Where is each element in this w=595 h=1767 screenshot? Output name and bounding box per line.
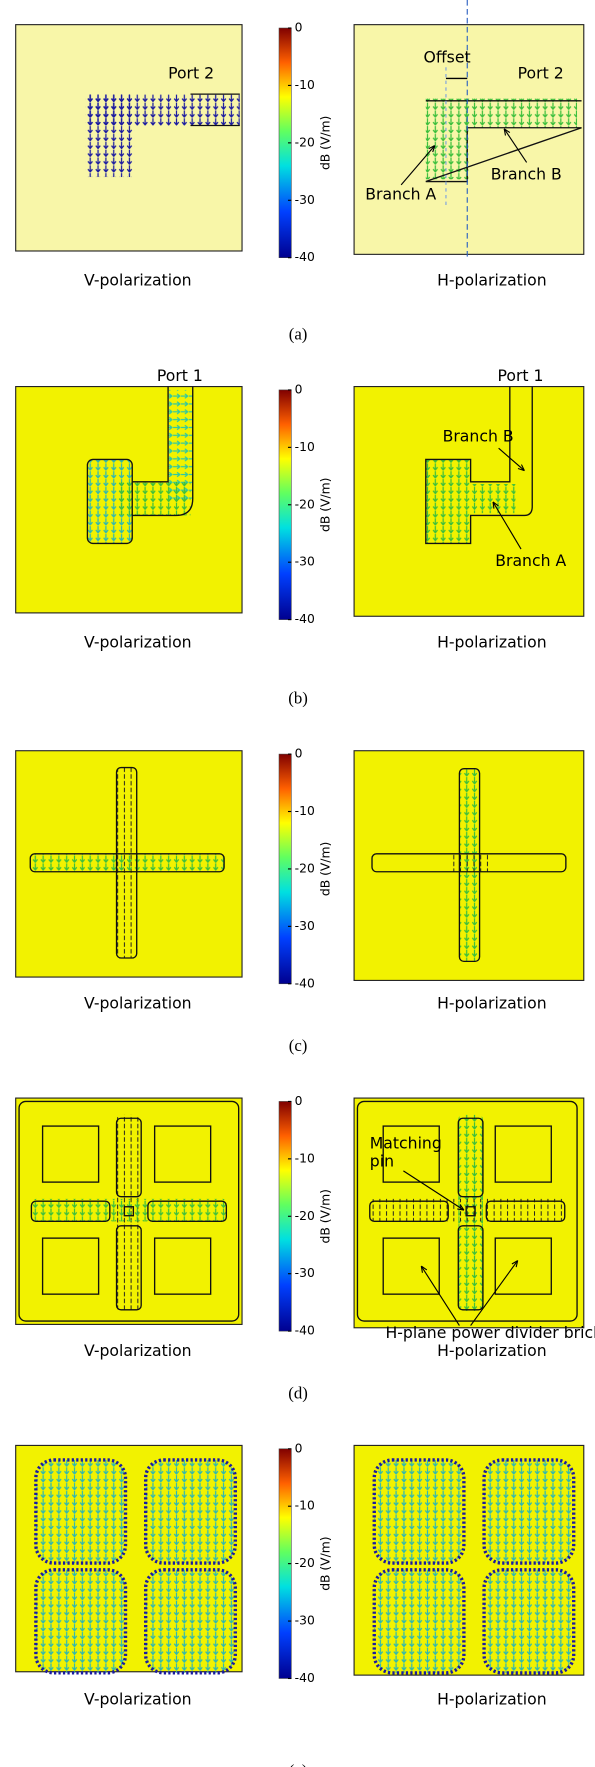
colorbar-tick-label: -10 (295, 1499, 315, 1513)
field (36, 1570, 126, 1673)
colorbar-tick-label: -20 (295, 135, 315, 149)
colorbar-tick-label: 0 (295, 21, 303, 35)
colorbar-tick-label: -10 (295, 78, 315, 92)
field (85, 94, 240, 125)
field (30, 854, 224, 872)
colorbar-tick-label: -30 (295, 1614, 315, 1628)
colorbar-tick-label: -40 (295, 612, 315, 626)
field (468, 484, 515, 513)
field (146, 1570, 236, 1673)
field (146, 1460, 236, 1563)
figure: 0 -10 -20 -30 -40 dB (V/m) V-polarization H-pol… (0, 0, 595, 1767)
field (374, 1570, 464, 1673)
annotation: Branch B (443, 426, 514, 445)
colorbar-tick-label: -30 (295, 193, 315, 207)
field (370, 1199, 566, 1221)
panel-label: V-polarization (84, 1689, 192, 1708)
colorbar-tick-label: -20 (295, 1556, 315, 1570)
field (36, 1460, 126, 1563)
panel-label: H-polarization (437, 1341, 547, 1360)
field (448, 854, 493, 872)
field (484, 1570, 574, 1673)
annotation: Branch B (491, 164, 562, 183)
panel-label: H-polarization (437, 1689, 547, 1708)
annotation: H-plane power divider bricks (385, 1323, 595, 1342)
colorbar-tick-label: -40 (295, 250, 315, 264)
panel-label: V-polarization (84, 271, 192, 290)
annotation: Port 2 (168, 63, 214, 82)
field (374, 1460, 464, 1563)
annotation: Port 2 (518, 63, 564, 82)
panel-label: V-polarization (84, 633, 192, 652)
caption: (a) (289, 325, 308, 344)
caption: (c) (289, 1036, 308, 1055)
colorbar-tick-label: -20 (295, 497, 315, 511)
panel-label: V-polarization (84, 993, 192, 1012)
colorbar-label: dB (V/m) (319, 842, 333, 896)
annotation: Port 1 (498, 366, 544, 385)
colorbar-label: dB (V/m) (319, 478, 333, 532)
field (465, 99, 577, 128)
colorbar-tick-label: -20 (295, 861, 315, 875)
colorbar-tick-label: -30 (295, 919, 315, 933)
annotation: Offset (424, 48, 471, 67)
annotation: Port 1 (157, 366, 203, 385)
panel-label: H-polarization (437, 993, 547, 1012)
caption: (d) (288, 1383, 308, 1402)
annotation: Branch A (365, 184, 436, 203)
field (118, 482, 191, 516)
colorbar-tick-label: 0 (295, 747, 303, 761)
colorbar-label: dB (V/m) (319, 116, 333, 170)
caption: (e) (289, 1761, 308, 1767)
colorbar-tick-label: -40 (295, 976, 315, 990)
colorbar-tick-label: -40 (295, 1671, 315, 1685)
colorbar-tick-label: 0 (295, 1441, 303, 1455)
panel-label: H-polarization (437, 633, 547, 652)
field (426, 459, 471, 543)
colorbar-tick-label: 0 (295, 382, 303, 396)
colorbar-label: dB (V/m) (319, 1189, 333, 1243)
annotation: Matching (370, 1133, 442, 1152)
panel-label: V-polarization (84, 1341, 192, 1360)
colorbar-tick-label: -10 (295, 804, 315, 818)
colorbar-tick-label: -20 (295, 1209, 315, 1223)
field (31, 1199, 227, 1221)
caption: (b) (288, 689, 308, 708)
annotation: pin (370, 1151, 394, 1170)
colorbar-tick-label: 0 (295, 1094, 303, 1108)
field (484, 1460, 574, 1563)
colorbar-tick-label: -10 (295, 1151, 315, 1165)
panel-label: H-polarization (437, 271, 547, 290)
colorbar-tick-label: -30 (295, 1266, 315, 1280)
colorbar-label: dB (V/m) (319, 1536, 333, 1590)
colorbar-tick-label: -10 (295, 440, 315, 454)
colorbar-tick-label: -30 (295, 555, 315, 569)
field (426, 99, 469, 180)
annotation: Branch A (495, 551, 566, 570)
colorbar-tick-label: -40 (295, 1324, 315, 1338)
